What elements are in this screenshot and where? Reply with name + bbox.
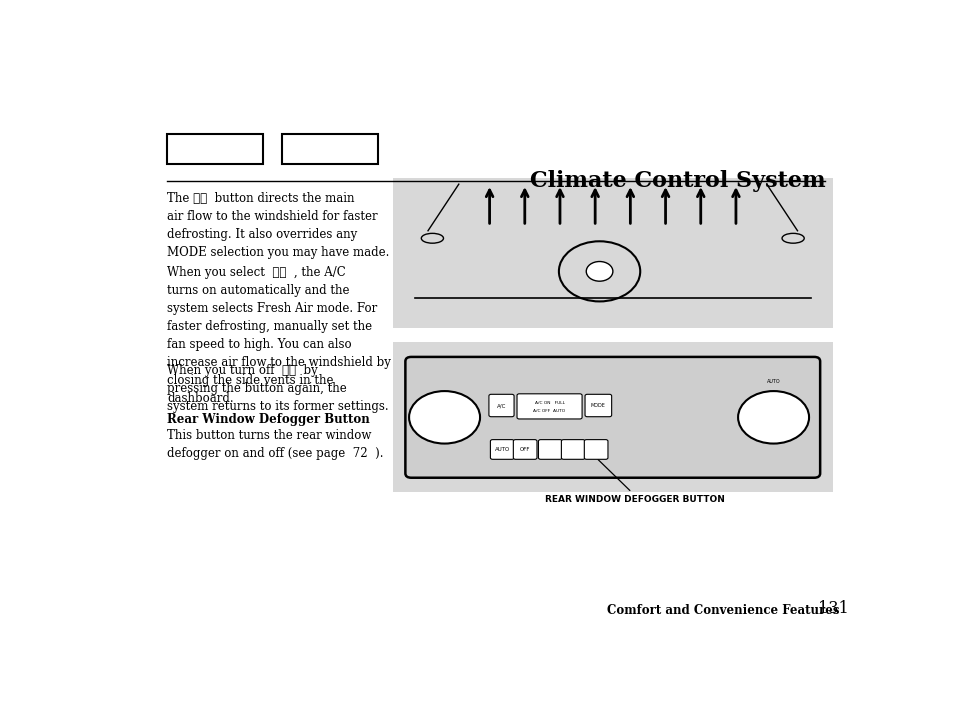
Text: A/C: A/C [497, 403, 506, 408]
Text: Climate Control System: Climate Control System [529, 170, 824, 192]
FancyBboxPatch shape [517, 394, 581, 419]
Circle shape [409, 391, 479, 444]
FancyBboxPatch shape [583, 439, 607, 459]
Text: When you select  ⓕⓕ  , the A/C
turns on automatically and the
system selects Fre: When you select ⓕⓕ , the A/C turns on au… [167, 266, 391, 405]
FancyBboxPatch shape [488, 394, 514, 417]
Text: REAR WINDOW DEFOGGER BUTTON: REAR WINDOW DEFOGGER BUTTON [544, 459, 724, 504]
Text: The ⓕⓕ  button directs the main
air flow to the windshield for faster
defrosting: The ⓕⓕ button directs the main air flow … [167, 192, 389, 259]
FancyBboxPatch shape [584, 394, 611, 417]
Text: AUTO: AUTO [494, 447, 509, 452]
Text: AUTO: AUTO [766, 379, 780, 384]
FancyBboxPatch shape [560, 439, 584, 459]
Circle shape [738, 391, 808, 444]
FancyBboxPatch shape [405, 357, 820, 478]
Bar [167, 134, 263, 165]
Text: Comfort and Convenience Features: Comfort and Convenience Features [606, 604, 839, 616]
FancyBboxPatch shape [537, 439, 561, 459]
Bar [393, 342, 832, 493]
Text: This button turns the rear window
defogger on and off (see page  72  ).: This button turns the rear window defogg… [167, 429, 383, 459]
Text: A/C ON   FULL: A/C ON FULL [534, 401, 564, 405]
Text: 131: 131 [817, 599, 848, 616]
Circle shape [586, 261, 612, 281]
Text: MODE: MODE [590, 403, 605, 408]
Text: A/C OFF  AUTO: A/C OFF AUTO [533, 409, 565, 413]
Text: When you turn off  ⓕⓕ  by
pressing the button again, the
system returns to its f: When you turn off ⓕⓕ by pressing the but… [167, 364, 389, 413]
FancyBboxPatch shape [490, 439, 514, 459]
FancyBboxPatch shape [513, 439, 537, 459]
Bar [282, 134, 377, 165]
Text: OFF: OFF [519, 447, 530, 452]
Bar [393, 178, 832, 329]
Text: Rear Window Defogger Button: Rear Window Defogger Button [167, 413, 370, 426]
